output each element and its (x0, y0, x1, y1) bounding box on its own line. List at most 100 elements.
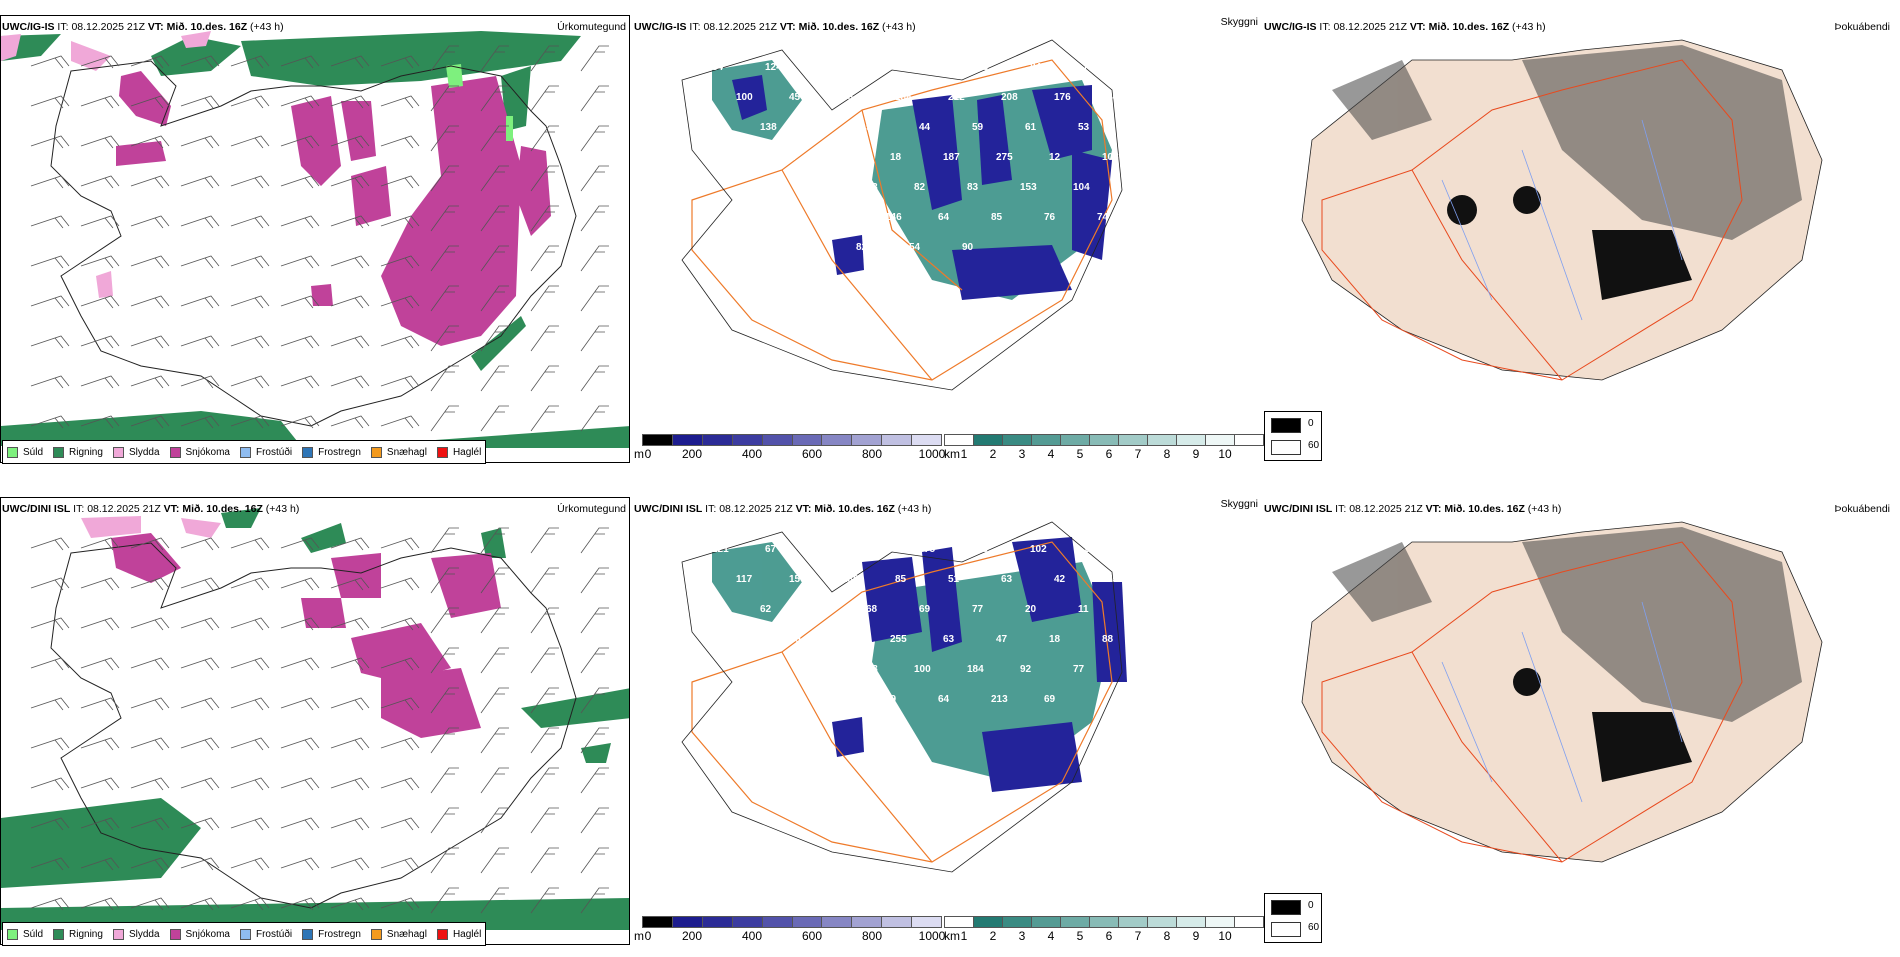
wind-barb (180, 537, 220, 551)
height-bar-step (732, 917, 763, 927)
wind-barb (580, 325, 609, 352)
wind-barb (30, 335, 70, 349)
wind-barb (280, 175, 320, 189)
visibility-label: 102 (1030, 544, 1047, 555)
visibility-label: 212 (948, 92, 965, 103)
valid-time-value: Mið. 10.des. 16Z (798, 21, 880, 33)
wind-barb (580, 245, 609, 272)
wind-barb (380, 697, 420, 711)
visibility-label: 148 (837, 634, 854, 645)
wind-barb (130, 657, 170, 671)
wind-barb (330, 215, 370, 229)
visibility-label: 62 (760, 604, 772, 615)
wind-barb (180, 55, 220, 69)
height-tick: 400 (741, 929, 763, 943)
wind-barb (480, 527, 509, 554)
wind-barb (30, 577, 70, 591)
wind-barb (280, 415, 320, 429)
visibility-label: 82 (856, 242, 868, 253)
visibility-label: 69 (1044, 694, 1056, 705)
visibility-bar-step (974, 917, 1003, 927)
wind-barb (230, 375, 270, 389)
wind-barb (130, 415, 170, 429)
wind-barb (530, 405, 559, 432)
wind-barb (580, 365, 609, 392)
wind-barb (30, 215, 70, 229)
wind-barb (330, 95, 370, 109)
wind-barb (80, 737, 120, 751)
fog-legend-label-60: 60 (1308, 922, 1320, 933)
wind-barb (330, 335, 370, 349)
wind-barb (330, 537, 370, 551)
wind-barb (180, 737, 220, 751)
visibility-label: 84 (1030, 62, 1042, 73)
wind-barb (530, 325, 559, 352)
wind-barb (230, 215, 270, 229)
fog-legend-swatch-60 (1271, 440, 1301, 455)
wind-barb (430, 285, 459, 312)
wind-barb (530, 85, 559, 112)
visibility-blue-areas (732, 75, 1112, 300)
valid-time-label: VT: (1425, 503, 1442, 515)
wind-barb (280, 857, 320, 871)
wind-barb (530, 567, 559, 594)
wind-barb (530, 285, 559, 312)
wind-barb (430, 325, 459, 352)
wind-barb (30, 375, 70, 389)
visibility-label: 179 (731, 634, 748, 645)
forecast-title: UWC/DINI ISL IT: 08.12.2025 21Z VT: Mið.… (2, 503, 299, 515)
forecast-title: UWC/IG-IS IT: 08.12.2025 21Z VT: Mið. 10… (1264, 21, 1546, 33)
wind-barb (530, 527, 559, 554)
visibility-tick: 6 (1105, 447, 1113, 461)
wind-barb (230, 897, 270, 911)
wind-barb (230, 737, 270, 751)
visibility-label: 56 (813, 604, 825, 615)
wind-barb (180, 897, 220, 911)
wind-barb (30, 857, 70, 871)
visibility-label: 159 (789, 574, 806, 585)
legend-label: Rigning (69, 446, 103, 458)
wind-barb (530, 205, 559, 232)
wind-barb (280, 617, 320, 631)
visibility-label: 199 (784, 634, 801, 645)
legend-swatch (436, 928, 448, 940)
wind-barb (330, 657, 370, 671)
fog-shading (1332, 527, 1802, 722)
visibility-tick: 9 (1192, 447, 1200, 461)
wind-barb (230, 255, 270, 269)
wind-barb (180, 857, 220, 871)
lead-time: (+43 h) (1512, 21, 1546, 33)
legend-label: Súld (23, 446, 44, 458)
height-tick: 0 (644, 447, 652, 461)
wind-barb (180, 617, 220, 631)
visibility-label: 85 (895, 574, 907, 585)
wind-barb (530, 165, 559, 192)
wind-barb (280, 697, 320, 711)
model-name: UWC/DINI ISL (1264, 503, 1333, 515)
wind-barb (480, 887, 509, 914)
visibility-label: 187 (943, 152, 960, 163)
visibility-tick: 4 (1047, 929, 1055, 943)
height-bar-step (912, 435, 942, 445)
wind-barb (30, 897, 70, 911)
wind-barb (580, 205, 609, 232)
precip-type-map (1, 31, 629, 448)
legend-item-rigning: Rigning (53, 928, 103, 940)
wind-barb (230, 537, 270, 551)
wind-barb (330, 617, 370, 631)
init-time-value: 08.12.2025 21Z (1349, 503, 1423, 515)
wind-barb (230, 95, 270, 109)
wind-barb (280, 335, 320, 349)
visibility-label: 61 (1025, 122, 1037, 133)
wind-barb (530, 647, 559, 674)
visibility-label: 54 (909, 242, 921, 253)
legend-swatch (302, 928, 314, 940)
visibility-map: 121 67 108 19 78 69 102 108 117 159 130 85 51 63 42 55 6… (681, 521, 1127, 873)
wind-barb (80, 617, 120, 631)
legend-item-frostregn: Frostregn (302, 928, 361, 940)
wind-barb (280, 657, 320, 671)
visibility-label: 68 (866, 604, 878, 615)
wind-barb (530, 365, 559, 392)
legend-label: Snjókoma (185, 928, 230, 940)
visibility-label: 78 (924, 544, 936, 555)
